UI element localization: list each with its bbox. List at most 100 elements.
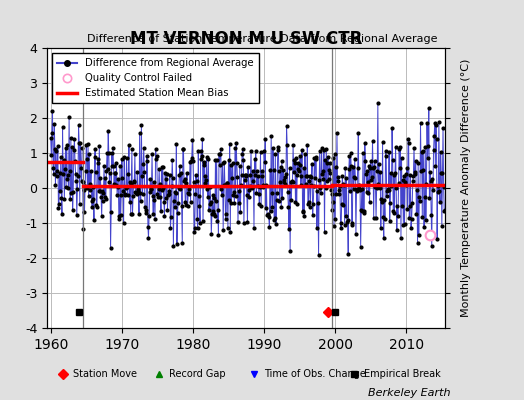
Point xyxy=(341,222,349,228)
Point xyxy=(110,162,118,169)
Point xyxy=(56,188,64,194)
Point xyxy=(340,182,348,188)
Point xyxy=(124,170,133,177)
Point xyxy=(238,146,247,152)
Point xyxy=(77,164,85,171)
Point xyxy=(325,167,333,173)
Point xyxy=(112,182,120,188)
Point xyxy=(163,206,172,213)
Point xyxy=(256,149,265,155)
Point xyxy=(91,146,100,152)
Point xyxy=(423,119,431,126)
Point xyxy=(363,188,371,195)
Point xyxy=(287,179,295,186)
Point xyxy=(110,180,118,187)
Point xyxy=(167,214,175,220)
Point xyxy=(242,173,250,179)
Point xyxy=(420,224,428,230)
Point xyxy=(423,154,432,161)
Point xyxy=(320,147,328,153)
Point xyxy=(210,195,219,202)
Point xyxy=(225,196,233,203)
Point xyxy=(420,194,429,201)
Point xyxy=(246,182,254,189)
Point xyxy=(389,208,397,214)
Point xyxy=(56,170,64,176)
Point xyxy=(94,156,102,162)
Point xyxy=(81,183,89,190)
Point xyxy=(329,155,337,161)
Point xyxy=(130,151,139,157)
Point xyxy=(259,184,268,190)
Point xyxy=(304,198,313,205)
Point xyxy=(66,168,74,175)
Point xyxy=(267,133,276,140)
Point xyxy=(346,188,354,194)
Point xyxy=(370,158,379,164)
Point xyxy=(433,183,442,189)
Point xyxy=(293,172,301,179)
Point xyxy=(170,197,178,204)
Point xyxy=(238,150,246,157)
Point xyxy=(309,201,318,208)
Point xyxy=(422,217,430,223)
Point xyxy=(311,175,319,181)
Point xyxy=(147,186,156,192)
Point xyxy=(174,185,183,192)
Text: Berkeley Earth: Berkeley Earth xyxy=(368,388,451,398)
Point xyxy=(413,240,422,246)
Point xyxy=(406,171,414,178)
Point xyxy=(328,190,336,197)
Point xyxy=(50,120,59,127)
Y-axis label: Monthly Temperature Anomaly Difference (°C): Monthly Temperature Anomaly Difference (… xyxy=(461,59,471,317)
Point xyxy=(201,173,210,179)
Point xyxy=(255,191,263,197)
Point xyxy=(298,209,307,215)
Point xyxy=(292,201,301,207)
Point xyxy=(158,186,166,193)
Point xyxy=(247,148,255,155)
Point xyxy=(78,145,86,152)
Point xyxy=(194,148,202,154)
Point xyxy=(152,156,160,162)
Point xyxy=(148,192,157,199)
Point xyxy=(248,168,257,174)
Point xyxy=(185,190,193,197)
Point xyxy=(214,206,222,213)
Point xyxy=(347,222,356,228)
Point xyxy=(97,193,105,200)
Point xyxy=(387,183,396,190)
Point xyxy=(176,186,184,192)
Point xyxy=(82,168,90,175)
Point xyxy=(291,160,299,166)
Point xyxy=(253,182,261,189)
Point xyxy=(400,221,409,228)
Point xyxy=(251,172,259,178)
Point xyxy=(367,177,376,184)
Point xyxy=(208,211,216,217)
Point xyxy=(180,178,188,184)
Point xyxy=(199,218,207,224)
Point xyxy=(260,148,268,154)
Point xyxy=(229,192,237,198)
Point xyxy=(105,150,113,156)
Point xyxy=(239,157,247,164)
Point xyxy=(218,192,226,198)
Point xyxy=(61,145,70,151)
Point xyxy=(344,250,353,257)
Point xyxy=(184,186,193,192)
Point xyxy=(103,150,111,156)
Point xyxy=(115,216,123,222)
Point xyxy=(264,211,272,217)
Point xyxy=(85,151,93,157)
Point xyxy=(221,216,230,222)
Point xyxy=(416,198,424,205)
Point xyxy=(159,184,168,191)
Point xyxy=(419,167,428,174)
Point xyxy=(361,140,369,146)
Point xyxy=(350,174,358,180)
Point xyxy=(323,178,331,184)
Point xyxy=(60,157,68,164)
Point xyxy=(62,184,70,190)
Point xyxy=(73,212,81,218)
